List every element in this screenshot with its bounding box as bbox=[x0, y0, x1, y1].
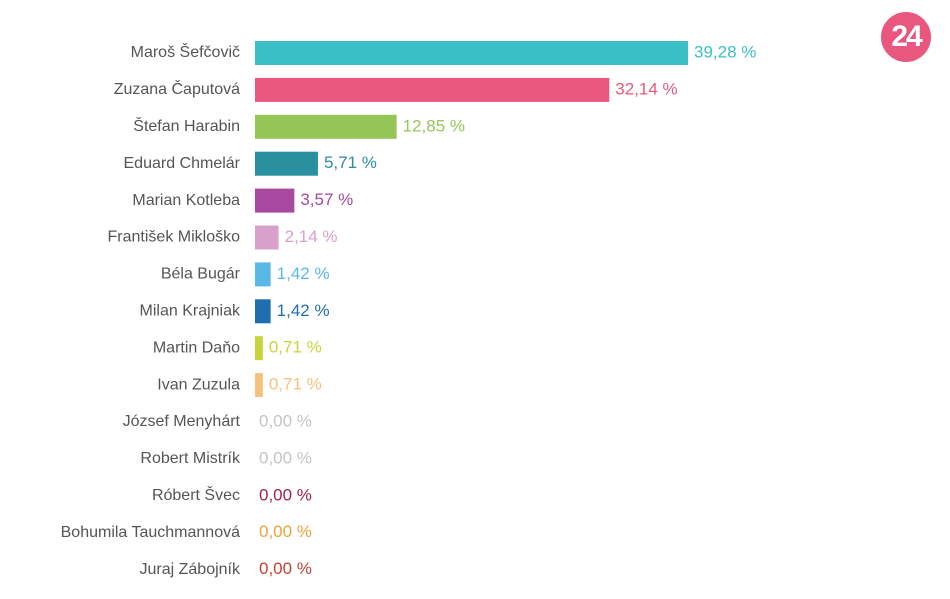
value-label: 0,00 % bbox=[259, 411, 312, 430]
category-label: Eduard Chmelár bbox=[124, 155, 241, 172]
category-label: Bohumila Tauchmannová bbox=[61, 524, 240, 541]
value-label: 0,00 % bbox=[259, 559, 312, 578]
value-label: 0,71 % bbox=[269, 375, 322, 394]
category-label: Štefan Harabin bbox=[133, 116, 240, 135]
bar bbox=[255, 225, 279, 250]
bar bbox=[255, 114, 397, 139]
category-label: Marian Kotleba bbox=[132, 192, 240, 209]
logo-badge bbox=[881, 12, 931, 62]
category-label: Zuzana Čaputová bbox=[114, 79, 240, 98]
bar bbox=[255, 299, 271, 324]
value-label: 3,57 % bbox=[300, 190, 353, 209]
value-label: 39,28 % bbox=[694, 42, 756, 61]
bar bbox=[255, 336, 263, 361]
value-label: 5,71 % bbox=[324, 153, 377, 172]
bar bbox=[255, 188, 295, 213]
bar bbox=[255, 151, 318, 176]
bar bbox=[255, 41, 688, 65]
value-label: 32,14 % bbox=[615, 79, 677, 98]
value-label: 1,42 % bbox=[277, 264, 330, 283]
value-label: 2,14 % bbox=[285, 227, 338, 246]
category-label: Maroš Šefčovič bbox=[131, 42, 240, 61]
category-label: Róbert Švec bbox=[152, 485, 240, 504]
category-label: József Menyhárt bbox=[123, 413, 241, 430]
value-label: 0,00 % bbox=[259, 448, 312, 467]
value-label: 0,00 % bbox=[259, 522, 312, 541]
category-label: Martin Daňo bbox=[153, 339, 240, 356]
bar bbox=[255, 373, 263, 398]
bar bbox=[255, 77, 610, 102]
value-label: 0,00 % bbox=[259, 485, 312, 504]
category-label: Robert Mistrík bbox=[140, 450, 241, 467]
category-label: Béla Bugár bbox=[161, 266, 241, 283]
value-label: 1,42 % bbox=[277, 301, 330, 320]
category-label: František Mikloško bbox=[108, 229, 241, 246]
value-label: 12,85 % bbox=[403, 116, 465, 135]
category-label: Ivan Zuzula bbox=[157, 376, 240, 393]
category-label: Juraj Zábojník bbox=[140, 561, 241, 578]
bar bbox=[255, 262, 271, 287]
category-label: Milan Krajniak bbox=[140, 303, 241, 320]
value-label: 0,71 % bbox=[269, 338, 322, 357]
logo-text: 24 bbox=[891, 20, 923, 53]
